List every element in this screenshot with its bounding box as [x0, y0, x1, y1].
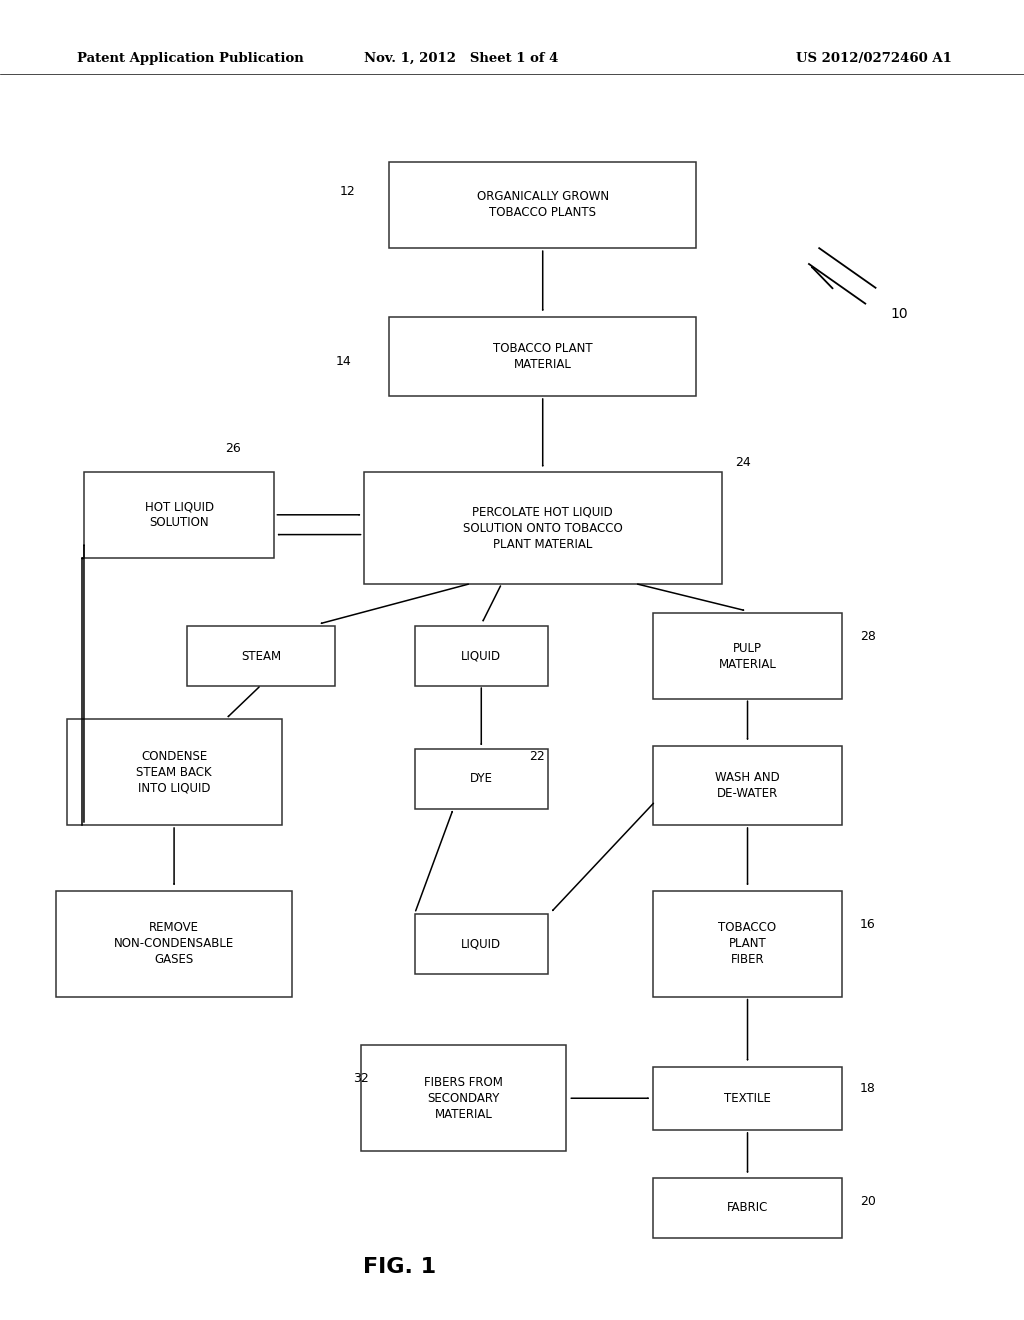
Text: 16: 16 — [860, 917, 876, 931]
Text: LIQUID: LIQUID — [461, 937, 502, 950]
Text: 18: 18 — [860, 1082, 877, 1096]
Text: TOBACCO
PLANT
FIBER: TOBACCO PLANT FIBER — [719, 921, 776, 966]
Text: 24: 24 — [735, 455, 751, 469]
FancyBboxPatch shape — [415, 750, 548, 808]
Text: Patent Application Publication: Patent Application Publication — [77, 51, 303, 65]
Text: WASH AND
DE-WATER: WASH AND DE-WATER — [715, 771, 780, 800]
FancyBboxPatch shape — [389, 317, 696, 396]
FancyBboxPatch shape — [653, 1067, 842, 1130]
Text: FABRIC: FABRIC — [727, 1201, 768, 1214]
Text: PULP
MATERIAL: PULP MATERIAL — [719, 642, 776, 671]
Text: US 2012/0272460 A1: US 2012/0272460 A1 — [797, 51, 952, 65]
Text: 28: 28 — [860, 630, 877, 643]
Text: DYE: DYE — [470, 772, 493, 785]
FancyBboxPatch shape — [653, 1177, 842, 1238]
Text: 32: 32 — [353, 1072, 369, 1085]
Text: PERCOLATE HOT LIQUID
SOLUTION ONTO TOBACCO
PLANT MATERIAL: PERCOLATE HOT LIQUID SOLUTION ONTO TOBAC… — [463, 506, 623, 550]
Text: 12: 12 — [340, 185, 355, 198]
Text: TEXTILE: TEXTILE — [724, 1092, 771, 1105]
Text: 26: 26 — [225, 442, 241, 455]
Text: CONDENSE
STEAM BACK
INTO LIQUID: CONDENSE STEAM BACK INTO LIQUID — [136, 750, 212, 795]
FancyBboxPatch shape — [186, 627, 336, 686]
Text: Nov. 1, 2012   Sheet 1 of 4: Nov. 1, 2012 Sheet 1 of 4 — [364, 51, 558, 65]
Text: STEAM: STEAM — [241, 649, 282, 663]
FancyBboxPatch shape — [361, 1045, 566, 1151]
Text: 10: 10 — [891, 308, 908, 321]
FancyBboxPatch shape — [415, 627, 548, 686]
FancyBboxPatch shape — [653, 746, 842, 825]
FancyBboxPatch shape — [84, 471, 273, 557]
Text: 22: 22 — [529, 750, 545, 763]
FancyBboxPatch shape — [415, 915, 548, 974]
FancyBboxPatch shape — [56, 891, 292, 997]
Text: ORGANICALLY GROWN
TOBACCO PLANTS: ORGANICALLY GROWN TOBACCO PLANTS — [476, 190, 609, 219]
FancyBboxPatch shape — [389, 162, 696, 248]
FancyBboxPatch shape — [653, 612, 842, 700]
Text: FIG. 1: FIG. 1 — [362, 1257, 436, 1278]
Text: REMOVE
NON-CONDENSABLE
GASES: REMOVE NON-CONDENSABLE GASES — [114, 921, 234, 966]
Text: FIBERS FROM
SECONDARY
MATERIAL: FIBERS FROM SECONDARY MATERIAL — [424, 1076, 504, 1121]
FancyBboxPatch shape — [67, 719, 282, 825]
Text: LIQUID: LIQUID — [461, 649, 502, 663]
Text: HOT LIQUID
SOLUTION: HOT LIQUID SOLUTION — [144, 500, 214, 529]
FancyBboxPatch shape — [653, 891, 842, 997]
FancyBboxPatch shape — [364, 473, 722, 583]
Text: 20: 20 — [860, 1195, 877, 1208]
Text: 14: 14 — [336, 355, 351, 368]
Text: TOBACCO PLANT
MATERIAL: TOBACCO PLANT MATERIAL — [493, 342, 593, 371]
